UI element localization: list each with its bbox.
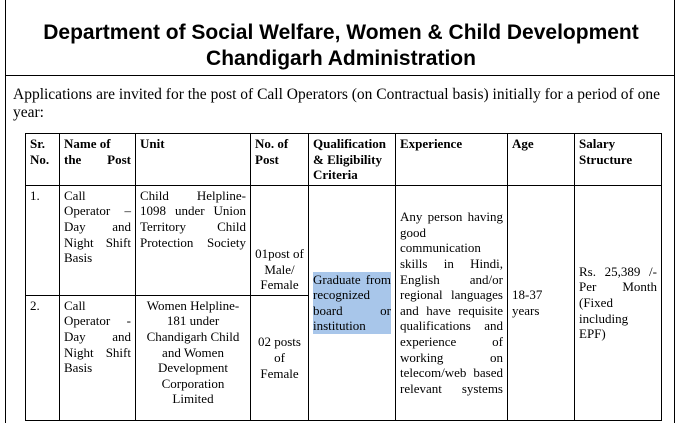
salary-cell: Rs. 25,389 /- Per Month (Fixed including…: [574, 184, 662, 421]
row1-unit: Child Helpline-1098 under Union Territor…: [135, 184, 251, 296]
table-row: 1. Call Operator – Day and Night Shift B…: [25, 184, 662, 421]
vacancy-table: Sr. No. Name of the Post Unit No. of Pos…: [25, 133, 662, 421]
header-age: Age: [507, 133, 575, 186]
experience-cell: Any person having good communication ski…: [395, 184, 508, 421]
header-experience: Experience: [395, 133, 508, 186]
page-title: Department of Social Welfare, Women & Ch…: [6, 20, 676, 72]
row1-sr-no: 1.: [25, 184, 60, 296]
row2-unit: Women Helpline-181 under Chandigarh Chil…: [135, 294, 251, 421]
row1-no-of-post: 01post of Male/ Female: [250, 184, 309, 296]
header-divider: [5, 75, 675, 76]
qualification-highlighted-text: Graduate from recognized board or instit…: [313, 271, 391, 334]
header-unit: Unit: [135, 133, 251, 186]
page-frame: [5, 0, 675, 423]
administration-name: Chandigarh Administration: [206, 47, 476, 70]
header-salary: Salary Structure: [574, 133, 662, 186]
row2-sr-no: 2.: [25, 294, 60, 421]
department-name: Department of Social Welfare, Women & Ch…: [43, 21, 639, 44]
header-qualification: Qualification & Eligibility Criteria: [308, 133, 396, 186]
age-cell: 18-37 years: [507, 184, 575, 421]
qualification-cell: Graduate from recognized board or instit…: [308, 184, 396, 421]
table-row: 2. Call Operator - Day and Night Shift B…: [25, 294, 662, 421]
row2-post-name: Call Operator - Day and Night Shift Basi…: [59, 294, 136, 421]
row1-post-name: Call Operator – Day and Night Shift Basi…: [59, 184, 136, 296]
table-header-row: Sr. No. Name of the Post Unit No. of Pos…: [25, 133, 662, 186]
header-no-of-post: No. of Post: [250, 133, 309, 186]
intro-text: Applications are invited for the post of…: [13, 86, 660, 121]
header-sr-no: Sr. No.: [25, 133, 60, 186]
header-post-name: Name of the Post: [59, 133, 136, 186]
row2-no-of-post: 02 posts of Female: [250, 294, 309, 421]
